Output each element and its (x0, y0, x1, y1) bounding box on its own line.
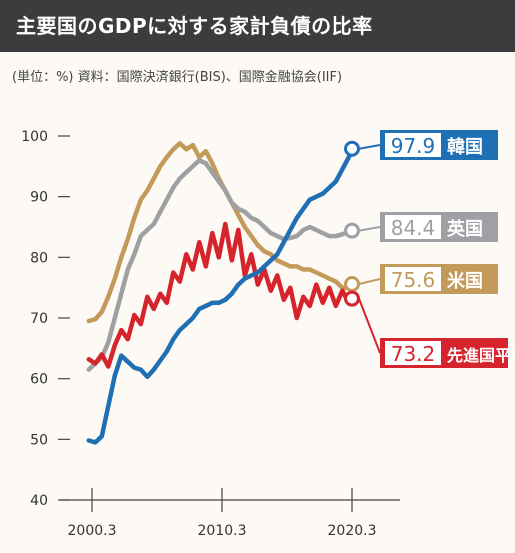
end-marker-korea (344, 140, 360, 157)
end-connector-uk (358, 226, 381, 232)
chart-subtitle: (単位：%) 資料：国際決済銀行(BIS)、国際金融協会(IIF) (12, 70, 343, 85)
y-tick-label: 60 (30, 372, 48, 388)
y-tick-label: 100 (21, 129, 48, 145)
series-name-advanced: 先進国平均 (447, 346, 515, 365)
value-box-inner-us (385, 267, 441, 291)
end-connector-korea (358, 144, 381, 150)
end-value-advanced: 73.2 (391, 342, 436, 366)
x-tick-label: 2000.3 (68, 523, 117, 539)
y-tick-label: 70 (30, 311, 48, 327)
y-tick-label: 40 (30, 493, 48, 509)
x-tick-label: 2010.3 (198, 523, 247, 539)
end-marker-advanced (344, 290, 360, 307)
end-value-uk: 84.4 (391, 216, 436, 240)
y-tick-label: 50 (30, 432, 48, 448)
x-tick-label: 2020.3 (328, 523, 377, 539)
value-box-inner-advanced (385, 341, 441, 365)
chart-title: 主要国のGDPに対する家計負債の比率 (0, 0, 515, 52)
end-marker-us (344, 276, 360, 293)
end-connector-advanced (358, 298, 381, 354)
end-connector-us (358, 278, 381, 285)
series-line-advanced (86, 221, 355, 369)
y-tick-label: 90 (30, 190, 48, 206)
value-box-inner-uk (385, 215, 441, 239)
end-marker-uk (344, 222, 360, 239)
series-name-korea: 韓国 (447, 136, 483, 158)
end-value-korea: 97.9 (391, 134, 436, 158)
value-box-inner-korea (385, 133, 441, 157)
series-name-uk: 英国 (446, 218, 483, 240)
series-line-korea (86, 146, 355, 445)
end-value-us: 75.6 (391, 268, 436, 292)
y-tick-label: 80 (30, 250, 48, 266)
series-line-uk (86, 158, 355, 372)
series-name-us: 米国 (447, 270, 483, 292)
